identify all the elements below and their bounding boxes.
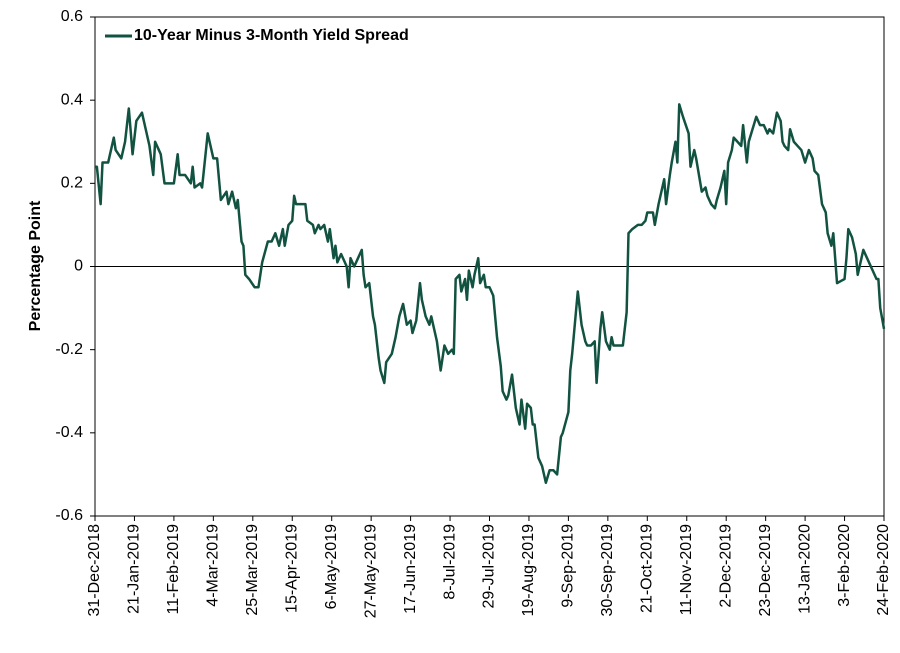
y-tick-label: 0 bbox=[74, 258, 83, 275]
x-tick-label: 30-Sep-2019 bbox=[599, 524, 616, 617]
y-tick-label: 0.2 bbox=[61, 175, 83, 192]
line-series bbox=[95, 103, 886, 484]
x-tick-label: 19-Aug-2019 bbox=[520, 524, 537, 617]
x-tick-label: 6-May-2019 bbox=[323, 524, 340, 609]
legend-label: 10-Year Minus 3-Month Yield Spread bbox=[134, 27, 409, 44]
x-tick-label: 13-Jan-2020 bbox=[796, 524, 813, 614]
x-tick-label: 4-Mar-2019 bbox=[205, 524, 222, 607]
y-tick-label: 0.6 bbox=[61, 8, 83, 25]
x-tick-label: 29-Jul-2019 bbox=[481, 524, 498, 609]
x-tick-label: 23-Dec-2019 bbox=[757, 524, 774, 617]
y-axis-label: Percentage Point bbox=[27, 200, 44, 331]
x-tick-label: 15-Apr-2019 bbox=[283, 524, 300, 613]
x-tick-label: 21-Oct-2019 bbox=[639, 524, 656, 613]
x-tick-label: 17-Jun-2019 bbox=[402, 524, 419, 614]
x-tick-label: 3-Feb-2020 bbox=[836, 524, 853, 607]
y-tick-label: -0.2 bbox=[55, 341, 83, 358]
x-tick-label: 27-May-2019 bbox=[362, 524, 379, 618]
x-tick-label: 31-Dec-2018 bbox=[86, 524, 103, 617]
x-tick-label: 9-Sep-2019 bbox=[560, 524, 577, 608]
x-tick-label: 25-Mar-2019 bbox=[244, 524, 261, 616]
y-tick-label: -0.6 bbox=[55, 507, 83, 524]
x-tick-label: 11-Nov-2019 bbox=[678, 524, 695, 615]
x-tick-label: 8-Jul-2019 bbox=[441, 524, 458, 600]
y-tick-label: -0.4 bbox=[55, 424, 83, 441]
x-tick-label: 21-Jan-2019 bbox=[126, 524, 143, 614]
x-tick-label: 24-Feb-2020 bbox=[875, 524, 892, 616]
x-tick-label: 11-Feb-2019 bbox=[165, 524, 182, 615]
x-tick-label: 2-Dec-2019 bbox=[717, 524, 734, 608]
y-tick-label: 0.4 bbox=[61, 91, 83, 108]
